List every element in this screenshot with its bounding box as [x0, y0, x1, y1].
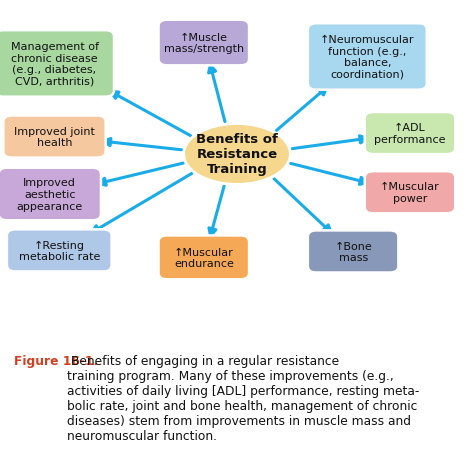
FancyBboxPatch shape — [158, 236, 249, 280]
Text: ↑Neuromuscular
function (e.g.,
balance,
coordination): ↑Neuromuscular function (e.g., balance, … — [320, 35, 415, 79]
FancyBboxPatch shape — [308, 24, 427, 90]
Text: Benefits of
Resistance
Training: Benefits of Resistance Training — [196, 133, 278, 176]
Text: Figure 16-1.: Figure 16-1. — [14, 354, 99, 367]
Ellipse shape — [184, 124, 290, 185]
Text: Improved joint
health: Improved joint health — [14, 127, 95, 148]
Text: Improved
aesthetic
appearance: Improved aesthetic appearance — [17, 178, 83, 211]
FancyBboxPatch shape — [365, 113, 455, 155]
Text: ↑Muscular
power: ↑Muscular power — [380, 182, 440, 204]
Text: ↑ADL
performance: ↑ADL performance — [374, 123, 446, 145]
FancyBboxPatch shape — [0, 31, 114, 98]
FancyBboxPatch shape — [0, 169, 101, 221]
FancyBboxPatch shape — [308, 231, 398, 273]
Text: ↑Muscle
mass/strength: ↑Muscle mass/strength — [164, 33, 244, 54]
Text: ↑Muscular
endurance: ↑Muscular endurance — [174, 247, 234, 268]
Text: ↑Resting
metabolic rate: ↑Resting metabolic rate — [18, 240, 100, 262]
Text: Management of
chronic disease
(e.g., diabetes,
CVD, arthritis): Management of chronic disease (e.g., dia… — [10, 42, 99, 87]
FancyBboxPatch shape — [7, 230, 112, 272]
FancyBboxPatch shape — [158, 20, 249, 66]
Text: Benefits of engaging in a regular resistance
training program. Many of these imp: Benefits of engaging in a regular resist… — [67, 354, 419, 442]
Text: ↑Bone
mass: ↑Bone mass — [334, 241, 372, 263]
FancyBboxPatch shape — [3, 116, 106, 159]
FancyBboxPatch shape — [365, 172, 455, 214]
